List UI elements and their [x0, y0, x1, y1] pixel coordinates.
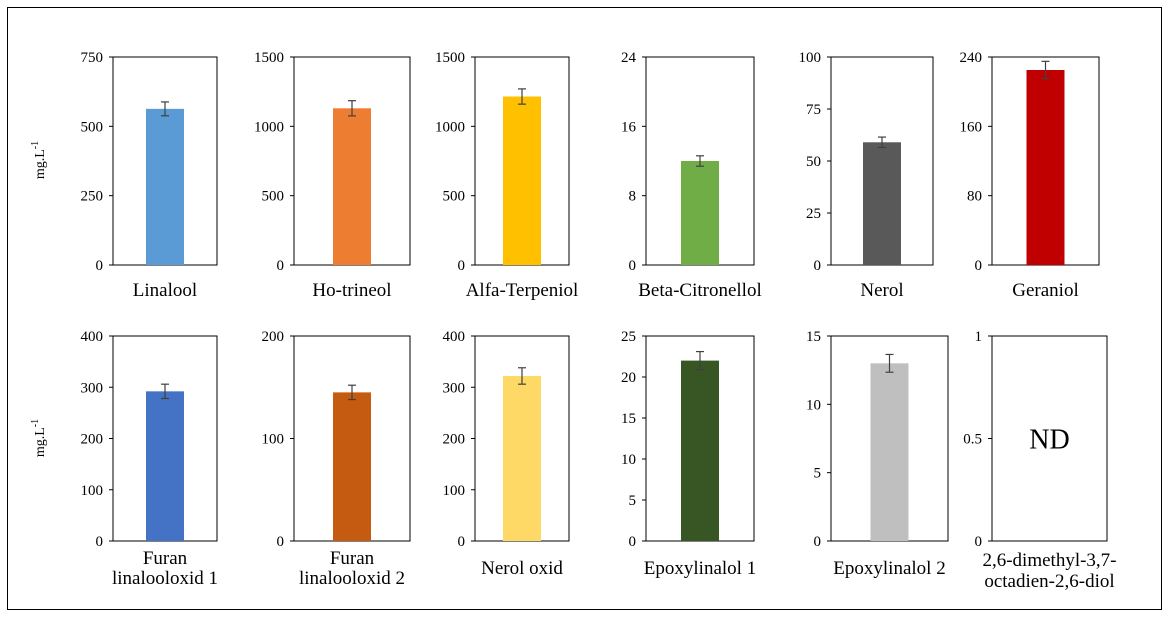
y-tick-label: 200	[443, 432, 466, 448]
y-tick-label: 1500	[435, 50, 465, 66]
chart-panel: 0 0.5 1 ND 2,6-dimethyl-3,7-octadien-2,6-dio…	[963, 329, 1116, 592]
y-tick-label: 5	[814, 466, 822, 482]
category-label: linalooloxid 1	[112, 568, 218, 589]
y-tick-label: 200	[262, 329, 285, 345]
y-tick-label: 0	[277, 258, 285, 274]
chart-panel: 0 500 1000 1500 Alfa-Terpeniol	[435, 50, 578, 301]
not-detected-annotation: ND	[1029, 425, 1069, 456]
y-tick-label: 5	[629, 493, 637, 509]
y-tick-label: 1000	[254, 119, 284, 135]
bar	[503, 96, 541, 266]
y-tick-label: 500	[262, 189, 285, 205]
y-tick-label: 200	[81, 432, 104, 448]
category-label: Linalool	[133, 280, 197, 301]
category-label: linalooloxid 2	[299, 568, 405, 589]
y-axis-unit-text: mg.L-1	[30, 419, 48, 457]
y-tick-label: 10	[806, 397, 821, 413]
category-label: Furan	[143, 548, 188, 569]
category-label: Ho-trineol	[312, 280, 391, 301]
y-tick-label: 500	[81, 119, 104, 135]
chart-panel: 0 5 10 15 20 25 Epoxylinalol 1	[621, 329, 756, 579]
y-tick-label: 0	[629, 534, 637, 550]
y-tick-label: 1	[975, 329, 983, 345]
y-tick-label: 10	[621, 452, 636, 468]
chart-panel: 0 500 1000 1500 Ho-trineol	[254, 50, 411, 301]
y-tick-label: 50	[806, 154, 821, 170]
bar	[333, 108, 371, 265]
chart-panel: 0 250 500 750 Linalool	[81, 50, 218, 301]
category-label: Furan	[330, 548, 375, 569]
category-label: Nerol	[860, 280, 903, 301]
category-label: 2,6-dimethyl-3,7-	[982, 550, 1116, 571]
category-label: Epoxylinalol 2	[833, 558, 945, 579]
y-tick-label: 20	[621, 370, 636, 386]
y-tick-label: 0	[96, 534, 104, 550]
bar	[681, 161, 719, 265]
y-axis-unit-label-row1: mg.L-1	[30, 141, 48, 179]
y-tick-label: 0	[629, 258, 637, 274]
bar	[146, 108, 184, 266]
plot-area-frame	[991, 335, 1108, 542]
y-tick-label: 1000	[435, 119, 465, 135]
y-tick-label: 0	[458, 258, 466, 274]
y-tick-label: 80	[967, 189, 982, 205]
y-tick-label: 300	[81, 380, 104, 396]
bar	[503, 375, 541, 541]
y-tick-label: 0	[814, 534, 822, 550]
y-tick-label: 0	[814, 258, 822, 274]
bar	[870, 363, 909, 541]
y-tick-label: 100	[443, 483, 466, 499]
y-tick-label: 16	[621, 119, 637, 135]
chart-panel: 0 100 200 300 400 Nerol oxid	[443, 329, 570, 579]
y-tick-label: 750	[81, 50, 104, 66]
category-label: Alfa-Terpeniol	[466, 280, 579, 301]
category-label: Nerol oxid	[481, 558, 563, 579]
y-tick-label: 0	[96, 258, 104, 274]
y-tick-label: 75	[806, 102, 821, 118]
category-label: octadien-2,6-diol	[984, 571, 1114, 592]
bar	[1026, 70, 1065, 265]
bar	[863, 142, 901, 265]
y-tick-label: 1500	[254, 50, 284, 66]
chart-panel: 0 5 10 15 Epoxylinalol 2	[806, 329, 949, 579]
y-tick-label: 0	[975, 534, 983, 550]
y-tick-label: 300	[443, 380, 466, 396]
y-tick-label: 24	[621, 50, 637, 66]
y-tick-label: 100	[81, 483, 104, 499]
category-label: Geraniol	[1012, 280, 1078, 301]
chart-panel: 0 8 16 24 Beta-Citronellol	[621, 50, 762, 301]
bar	[146, 391, 184, 541]
y-tick-label: 100	[799, 50, 822, 66]
y-tick-label: 25	[621, 329, 636, 345]
y-tick-label: 8	[629, 189, 637, 205]
bar	[333, 392, 371, 541]
y-tick-label: 250	[81, 189, 104, 205]
y-tick-label: 0	[277, 534, 285, 550]
y-tick-label: 15	[806, 329, 821, 345]
y-tick-label: 500	[443, 189, 466, 205]
bar	[681, 360, 719, 541]
y-axis-unit-text: mg.L-1	[30, 141, 48, 179]
y-tick-label: 400	[443, 329, 466, 345]
y-tick-label: 160	[960, 119, 983, 135]
y-tick-label: 15	[621, 411, 636, 427]
y-tick-label: 0.5	[963, 432, 982, 448]
y-tick-label: 100	[262, 432, 285, 448]
y-tick-label: 240	[960, 50, 983, 66]
y-tick-label: 400	[81, 329, 104, 345]
category-label: Beta-Citronellol	[638, 280, 761, 301]
y-tick-label: 0	[975, 258, 983, 274]
category-label: Epoxylinalol 1	[644, 558, 756, 579]
chart-panel: 0 25 50 75 100 Nerol	[799, 50, 934, 301]
y-tick-label: 0	[458, 534, 466, 550]
y-tick-label: 25	[806, 206, 821, 222]
chart-panel: 0 80 160 240 Geraniol	[960, 50, 1100, 301]
y-axis-unit-label-row2: mg.L-1	[30, 419, 48, 457]
